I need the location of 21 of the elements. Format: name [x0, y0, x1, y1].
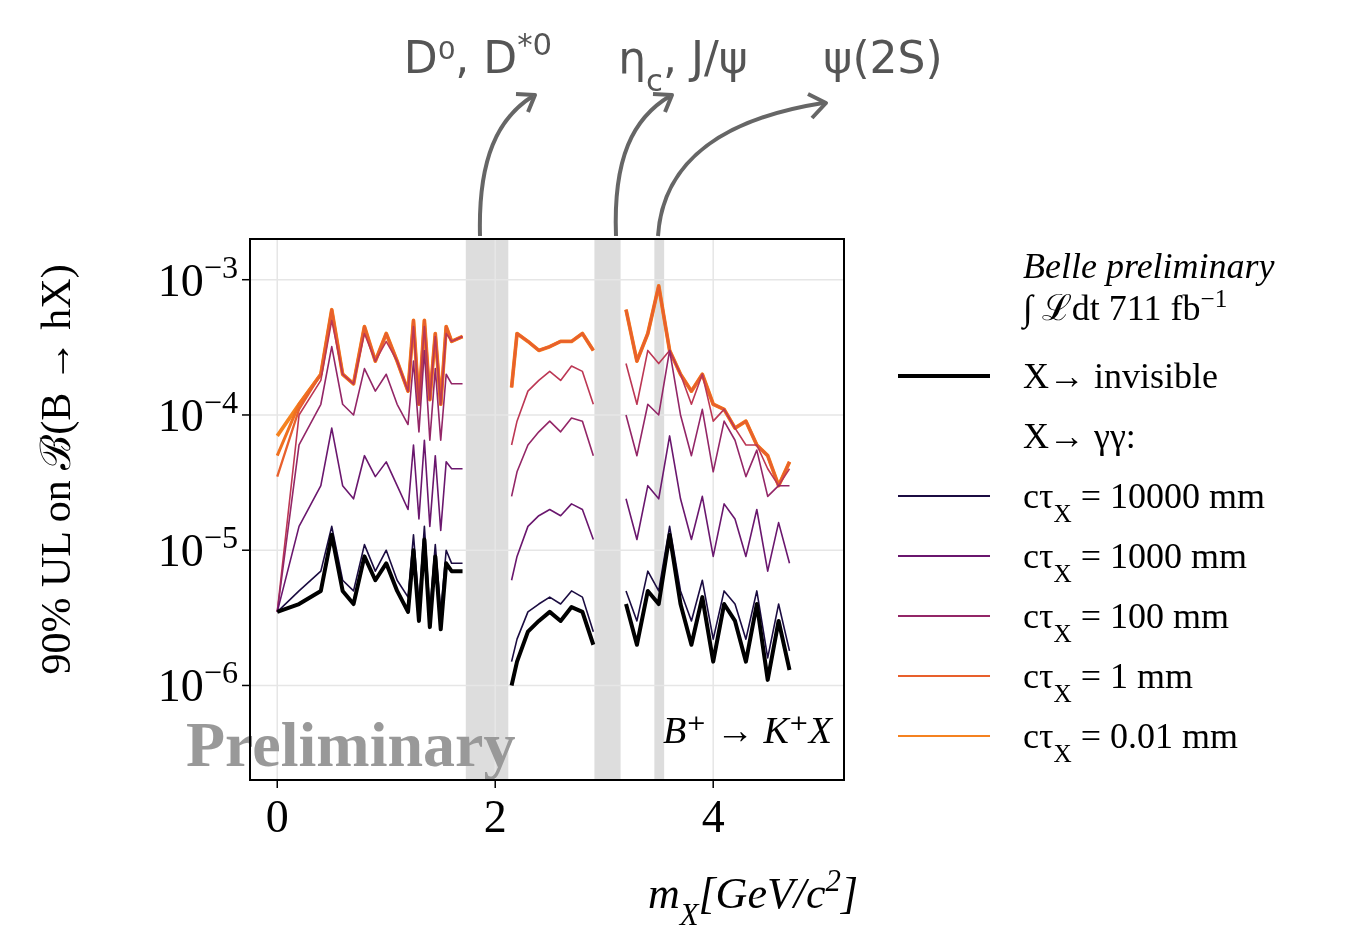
- annotation: B⁺ → K⁺X: [663, 709, 834, 751]
- x-tick-label: 0: [265, 791, 289, 842]
- y-axis-title: 90% UL on ℬ(B → hX): [33, 264, 80, 675]
- band-label: η$_{c}$, J/ψ: [618, 32, 748, 98]
- y-tick-label: 10$^{−6}$: [157, 654, 238, 712]
- legend-label: cτ$_{X}$ = 1000 mm: [1023, 536, 1247, 587]
- legend-label: cτ$_{X}$ = 10000 mm: [1023, 476, 1265, 527]
- legend-label: cτ$_{X}$ = 1 mm: [1023, 656, 1193, 707]
- x-tick-label: 4: [701, 791, 725, 842]
- legend-title: Belle preliminary: [1023, 246, 1275, 286]
- y-tick-label: 10$^{−5}$: [157, 519, 238, 577]
- legend-label: X→ invisible: [1023, 356, 1218, 396]
- legend-label: cτ$_{X}$ = 100 mm: [1023, 596, 1229, 647]
- band-label: D⁰, D$^{*0}$: [403, 26, 553, 83]
- text: X→ γγ:: [1023, 416, 1136, 456]
- band-label: ψ(2S): [823, 32, 943, 83]
- x-axis-title: m$_{X}$[GeV/c$^{2}$]: [647, 864, 859, 930]
- x-tick-label: 2: [483, 791, 507, 842]
- y-tick-label: 10$^{−3}$: [157, 248, 238, 306]
- y-tick-label: 10$^{−4}$: [157, 383, 238, 441]
- legend-label: cτ$_{X}$ = 0.01 mm: [1023, 716, 1238, 767]
